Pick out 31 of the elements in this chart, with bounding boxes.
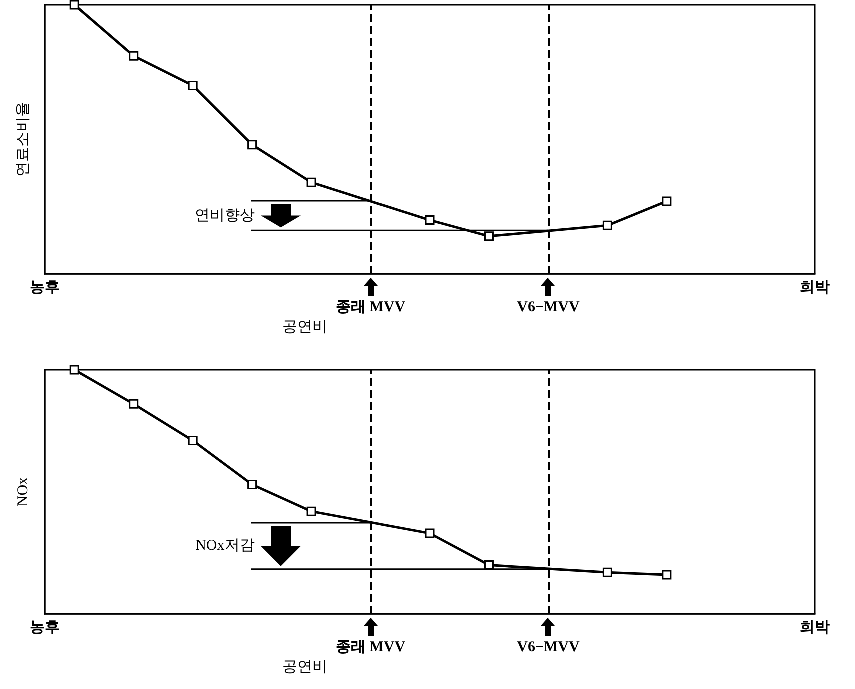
text: 희박 xyxy=(799,279,830,298)
point xyxy=(306,178,316,188)
x-axis-title: 공연비 xyxy=(282,320,328,336)
point xyxy=(248,140,258,150)
point xyxy=(188,436,198,446)
y-axis-title: 연료소비율 xyxy=(16,102,32,178)
point xyxy=(129,51,139,61)
x-tick-label: V6−MVV xyxy=(517,640,580,656)
point xyxy=(70,365,80,375)
point xyxy=(129,399,139,409)
y-axis-title: NOx xyxy=(16,476,32,507)
x-tick-label: 종래 MVV xyxy=(336,300,406,316)
point xyxy=(425,216,435,226)
point xyxy=(602,220,612,230)
point xyxy=(425,528,435,538)
text: 농후 xyxy=(30,619,60,638)
x-tick-label: V6−MVV xyxy=(517,300,580,316)
x-tick-label: 종래 MVV xyxy=(336,640,406,656)
point xyxy=(662,570,672,580)
point xyxy=(248,480,258,490)
annotation: NOx저감 xyxy=(196,536,255,555)
text: 희박 xyxy=(799,619,830,638)
point xyxy=(662,196,672,206)
x-axis-title: 공연비 xyxy=(282,660,328,676)
point xyxy=(484,232,494,242)
point xyxy=(306,506,316,516)
point xyxy=(602,568,612,578)
point xyxy=(70,0,80,10)
point xyxy=(188,80,198,90)
text: 농후 xyxy=(30,279,60,298)
annotation: 연비향상 xyxy=(194,207,255,226)
